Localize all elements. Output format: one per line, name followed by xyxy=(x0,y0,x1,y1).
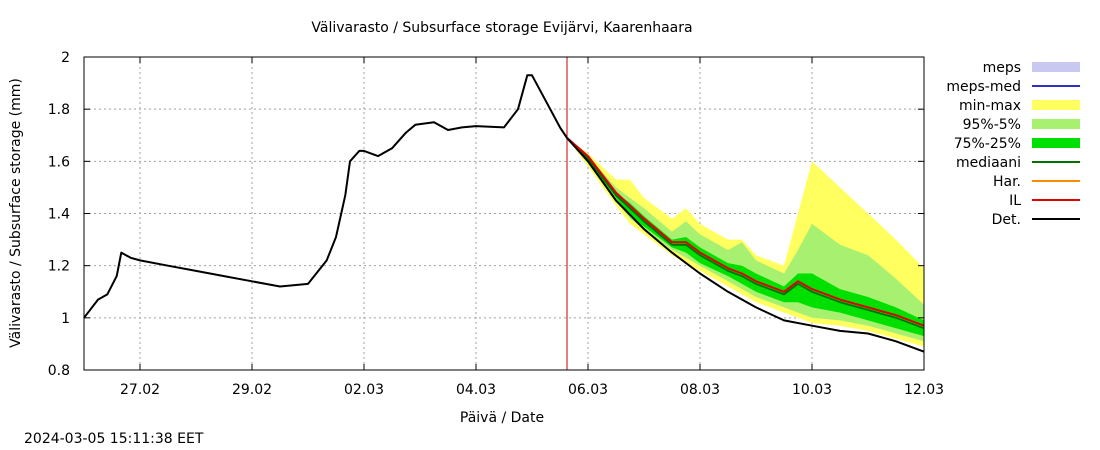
y-tick-label: 0.8 xyxy=(48,363,70,379)
legend-label: 95%-5% xyxy=(963,117,1021,133)
band-layer xyxy=(567,137,924,347)
x-tick-label: 06.03 xyxy=(568,382,608,398)
legend-swatch xyxy=(1032,100,1080,110)
legend-label: Det. xyxy=(992,212,1021,228)
grid-layer xyxy=(84,57,924,370)
line-layer xyxy=(83,57,925,370)
legend-label: IL xyxy=(1009,193,1021,209)
x-tick-label: 29.02 xyxy=(232,382,272,398)
chart-title: Välivarasto / Subsurface storage Evijärv… xyxy=(311,20,692,36)
footer-timestamp: 2024-03-05 15:11:38 EET xyxy=(24,431,204,447)
x-tick-label: 08.03 xyxy=(680,382,720,398)
legend-label: mediaani xyxy=(956,155,1021,171)
legend-label: min-max xyxy=(959,98,1021,114)
legend-swatch xyxy=(1032,119,1080,129)
tick-layer xyxy=(84,56,925,371)
legend: meps meps-med min-max 95%-5% 75%-25% mediaani… xyxy=(946,60,1080,228)
y-tick-label: 1.8 xyxy=(48,102,70,118)
legend-label: Har. xyxy=(993,174,1021,190)
x-axis-label: Päivä / Date xyxy=(460,410,544,426)
y-tick-label: 1.6 xyxy=(48,154,70,170)
legend-label: 75%-25% xyxy=(954,136,1021,152)
legend-label: meps xyxy=(983,60,1021,76)
y-tick-label: 1.2 xyxy=(48,259,70,275)
legend-swatch xyxy=(1032,138,1080,148)
y-axis-label: Välivarasto / Subsurface storage (mm) xyxy=(8,78,24,348)
x-tick-label: 12.03 xyxy=(904,382,944,398)
legend-label: meps-med xyxy=(946,79,1021,95)
series-line-il xyxy=(566,137,925,327)
band-75-25- xyxy=(567,137,924,337)
series-line-det- xyxy=(83,74,925,353)
label-layer: 0.8 1 1.2 1.4 1.6 1.8 2 27.02 29.02 02.03 04.03 06.… xyxy=(48,50,944,398)
x-tick-label: 02.03 xyxy=(344,382,384,398)
series-line-mediaani xyxy=(566,137,925,330)
y-tick-label: 1.4 xyxy=(48,207,70,223)
y-tick-label: 1 xyxy=(61,311,70,327)
x-tick-label: 04.03 xyxy=(456,382,496,398)
y-tick-label: 2 xyxy=(61,50,70,66)
x-tick-label: 27.02 xyxy=(120,382,160,398)
legend-swatch xyxy=(1032,62,1080,72)
x-tick-label: 10.03 xyxy=(792,382,832,398)
